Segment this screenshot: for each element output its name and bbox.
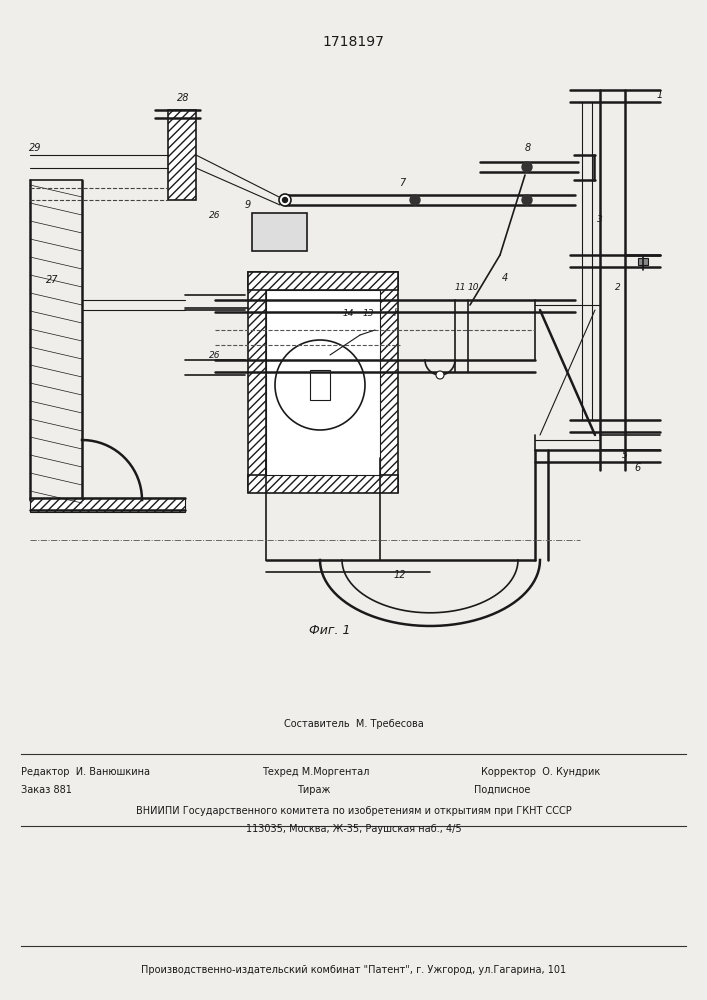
Text: I: I bbox=[394, 308, 397, 318]
Bar bbox=[248, 272, 266, 492]
Text: 29: 29 bbox=[29, 143, 41, 153]
Text: 9: 9 bbox=[245, 200, 251, 210]
Text: 6: 6 bbox=[635, 463, 641, 473]
Bar bbox=[168, 110, 196, 200]
Text: Техред М.Моргентал: Техред М.Моргентал bbox=[262, 767, 369, 777]
Circle shape bbox=[436, 371, 444, 379]
Text: 1: 1 bbox=[657, 90, 663, 100]
Text: Редактор  И. Ванюшкина: Редактор И. Ванюшкина bbox=[21, 767, 150, 777]
Bar bbox=[248, 475, 398, 493]
Text: 26: 26 bbox=[209, 351, 221, 360]
Text: 27: 27 bbox=[46, 275, 58, 285]
Circle shape bbox=[283, 198, 288, 202]
Text: 3: 3 bbox=[597, 216, 603, 225]
Bar bbox=[266, 290, 380, 475]
Circle shape bbox=[410, 195, 420, 205]
Bar bbox=[310, 370, 330, 400]
Text: 4: 4 bbox=[502, 273, 508, 283]
Text: 1718197: 1718197 bbox=[322, 35, 385, 49]
Text: Корректор  О. Кундрик: Корректор О. Кундрик bbox=[481, 767, 600, 777]
Text: Производственно-издательский комбинат "Патент", г. Ужгород, ул.Гагарина, 101: Производственно-издательский комбинат "П… bbox=[141, 965, 566, 975]
Text: 113035, Москва, Ж-35, Раушская наб., 4/5: 113035, Москва, Ж-35, Раушская наб., 4/5 bbox=[246, 824, 461, 834]
Text: 11: 11 bbox=[455, 282, 466, 292]
Circle shape bbox=[280, 195, 290, 205]
Text: 8: 8 bbox=[525, 143, 531, 153]
Text: Подписное: Подписное bbox=[474, 785, 530, 795]
Text: 13: 13 bbox=[362, 308, 374, 318]
Text: 7: 7 bbox=[399, 178, 405, 188]
Bar bbox=[30, 498, 185, 512]
Bar bbox=[380, 272, 398, 492]
Circle shape bbox=[522, 195, 532, 205]
Text: 14: 14 bbox=[342, 308, 354, 318]
Text: 10: 10 bbox=[467, 282, 479, 292]
Text: 28: 28 bbox=[177, 93, 189, 103]
Bar bbox=[252, 213, 307, 251]
Text: Фиг. 1: Фиг. 1 bbox=[309, 624, 351, 637]
Text: 2: 2 bbox=[615, 284, 621, 292]
Text: Заказ 881: Заказ 881 bbox=[21, 785, 72, 795]
Text: 26: 26 bbox=[209, 211, 221, 220]
Bar bbox=[248, 272, 398, 290]
Text: Тираж: Тираж bbox=[297, 785, 330, 795]
Circle shape bbox=[279, 194, 291, 206]
Text: ВНИИПИ Государственного комитета по изобретениям и открытиям при ГКНТ СССР: ВНИИПИ Государственного комитета по изоб… bbox=[136, 806, 571, 816]
Text: 12: 12 bbox=[394, 570, 407, 580]
Circle shape bbox=[522, 162, 532, 172]
Text: Составитель  М. Требесова: Составитель М. Требесова bbox=[284, 719, 423, 729]
Bar bbox=[638, 258, 648, 265]
Text: 5: 5 bbox=[622, 450, 628, 460]
